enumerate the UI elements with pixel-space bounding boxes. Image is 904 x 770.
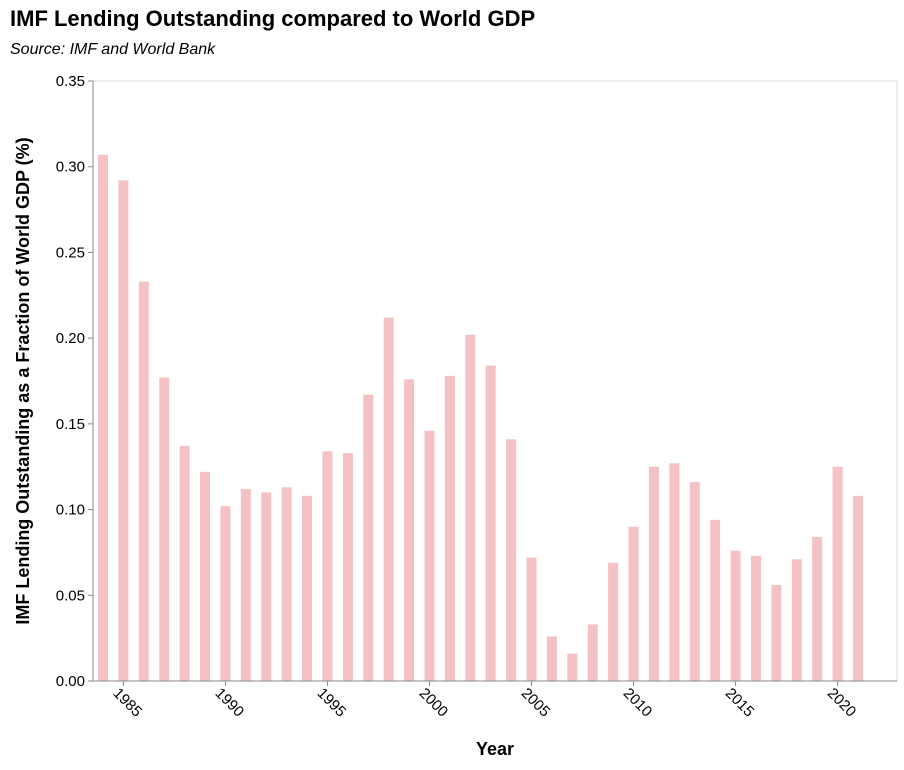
y-tick-label: 0.15: [56, 416, 85, 433]
bar-1997: [363, 394, 374, 681]
bar-2017: [771, 585, 782, 681]
y-axis-title: IMF Lending Outstanding as a Fraction of…: [13, 137, 33, 624]
bar-2008: [587, 624, 598, 681]
x-tick-label: 2010: [620, 685, 656, 721]
y-tick-label: 0.20: [56, 330, 85, 347]
x-axis: 1985 1990 1995 2000 2005 2010 2015 2020: [93, 680, 897, 721]
y-tick-label: 0.25: [56, 244, 85, 261]
x-tick-label: 2005: [518, 685, 554, 721]
bar-1993: [281, 487, 292, 681]
bar-2003: [485, 365, 496, 681]
bar-1984: [98, 154, 108, 681]
x-tick-label: 1990: [212, 685, 248, 721]
bar-1987: [159, 377, 170, 681]
bar-2015: [730, 550, 741, 681]
bar-1991: [240, 489, 251, 681]
bar-1994: [302, 495, 313, 681]
bar-2021: [853, 495, 863, 681]
x-tick-label: 1985: [110, 685, 146, 721]
bars-group: [98, 154, 863, 681]
y-tick-label: 0.05: [56, 587, 85, 604]
x-tick-label: 2000: [416, 685, 452, 721]
bar-1985: [118, 180, 129, 681]
chart-subtitle: Source: IMF and World Bank: [10, 41, 216, 58]
bar-2004: [506, 439, 517, 681]
x-tick-label: 2015: [722, 685, 758, 721]
bar-2000: [424, 430, 435, 681]
y-tick-label: 0.00: [56, 673, 85, 690]
bar-2010: [628, 526, 639, 681]
bar-2001: [444, 375, 455, 681]
bar-2009: [608, 562, 619, 681]
bar-2005: [526, 557, 537, 681]
bar-2012: [669, 463, 680, 681]
bar-2013: [689, 482, 700, 681]
bar-2002: [465, 334, 476, 681]
x-axis-title: Year: [476, 739, 514, 759]
bar-2011: [648, 466, 659, 681]
bar-1990: [220, 506, 231, 681]
bar-2018: [791, 559, 802, 681]
bar-1995: [322, 451, 333, 681]
bar-1999: [404, 379, 415, 681]
bar-1988: [179, 446, 190, 681]
y-axis: 0.00 0.05 0.10 0.15 0.20 0.25 0.30 0.35: [56, 73, 94, 690]
bar-1992: [261, 492, 272, 681]
bar-1986: [138, 281, 149, 681]
bar-2006: [546, 636, 557, 681]
x-tick-label: 1995: [314, 685, 350, 721]
y-tick-label: 0.35: [56, 73, 85, 90]
chart-title: IMF Lending Outstanding compared to Worl…: [10, 6, 536, 31]
bar-1996: [342, 453, 353, 681]
bar-1989: [200, 471, 211, 681]
bar-2007: [567, 653, 578, 681]
bar-2020: [832, 466, 843, 681]
y-tick-label: 0.10: [56, 502, 85, 519]
bar-1998: [383, 317, 394, 681]
bar-2016: [750, 555, 761, 681]
y-tick-label: 0.30: [56, 159, 85, 176]
bar-2019: [812, 537, 823, 681]
bar-2014: [710, 519, 721, 681]
x-tick-label: 2020: [824, 685, 860, 721]
